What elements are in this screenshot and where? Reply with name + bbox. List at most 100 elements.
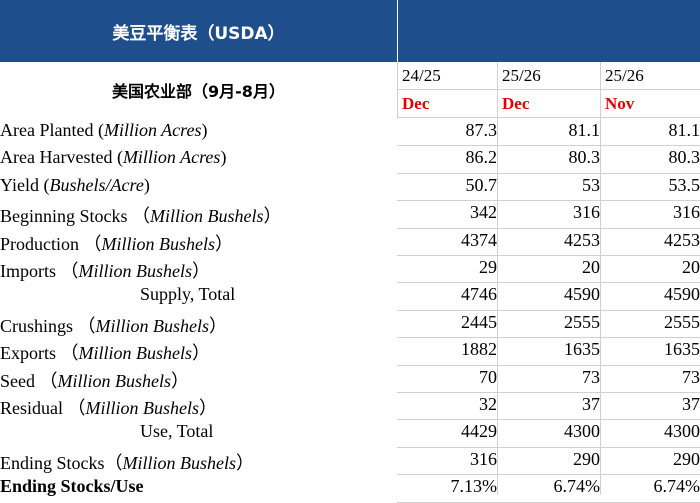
column-month: Dec xyxy=(502,94,530,113)
cell-value: 32 xyxy=(479,394,497,414)
column-year: 24/25 xyxy=(402,66,441,85)
row-label-text: Production （ xyxy=(0,233,102,254)
row-label-text: Yield ( xyxy=(0,174,50,195)
row-label-text: Ending Stocks（ xyxy=(0,452,123,473)
cell-value: 53.5 xyxy=(668,174,700,195)
cell-value: 73 xyxy=(582,366,600,387)
row-label-text: Use, Total xyxy=(140,421,214,442)
cell-value: 4746 xyxy=(461,284,497,305)
cell-value: 86.2 xyxy=(465,147,498,168)
header-divider xyxy=(397,0,398,62)
row-unit: Million Bushels xyxy=(150,206,264,227)
row-unit: Million Bushels xyxy=(78,261,193,281)
grid-line xyxy=(497,118,498,495)
row-unit-close: ） xyxy=(199,398,217,418)
column-header-1: 24/25 Dec xyxy=(397,62,497,118)
row-unit-close: ） xyxy=(192,261,210,281)
cell-value: 37 xyxy=(682,394,700,414)
row-label: Crushings （Million Bushels） xyxy=(0,312,227,338)
cell-value: 37 xyxy=(582,394,600,414)
row-grid-line xyxy=(397,419,700,421)
row-label-text: Imports （ xyxy=(0,261,79,281)
row-grid-line xyxy=(397,474,700,476)
row-label: Supply, Total xyxy=(140,284,235,305)
cell-value: 6.74% xyxy=(553,476,601,497)
header-bottom-line xyxy=(397,117,700,118)
cell-value: 290 xyxy=(573,448,600,469)
row-unit-close: ） xyxy=(263,206,282,227)
table-row: Residual （Million Bushels） 32 37 37 xyxy=(0,392,700,419)
table-row: Ending Stocks/Use 7.13% 6.74% 6.74% xyxy=(0,474,700,501)
row-label: Ending Stocks（Million Bushels） xyxy=(0,449,254,475)
cell-value: 1635 xyxy=(564,339,600,360)
row-label-text: Beginning Stocks （ xyxy=(0,206,151,227)
row-grid-line xyxy=(397,337,700,339)
table-row: Crushings （Million Bushels） 2445 2555 2555 xyxy=(0,310,700,337)
table-row: Ending Stocks（Million Bushels） 316 290 290 xyxy=(0,447,700,474)
cell-value: 316 xyxy=(573,202,600,223)
cell-value: 4590 xyxy=(664,284,700,305)
cell-value: 80.3 xyxy=(568,147,601,168)
cell-value: 342 xyxy=(470,202,497,223)
row-label: Imports （Million Bushels） xyxy=(0,257,210,283)
row-unit-close: ) xyxy=(143,174,150,195)
table-row: Supply, Total 4746 4590 4590 xyxy=(0,282,700,309)
cell-value: 290 xyxy=(673,448,700,469)
row-label: Seed （Million Bushels） xyxy=(0,367,189,393)
cell-value: 1882 xyxy=(461,339,497,360)
table-row: Area Harvested (Million Acres) 86.2 80.3 80… xyxy=(0,145,700,172)
row-unit-close: ) xyxy=(201,120,208,140)
row-grid-line xyxy=(397,227,700,229)
row-grid-line xyxy=(397,392,700,393)
cell-value: 2445 xyxy=(461,311,497,332)
cell-value: 81.1 xyxy=(668,120,700,140)
cell-value: 4253 xyxy=(564,229,600,250)
row-unit: Million Bushels xyxy=(78,343,193,364)
row-grid-line xyxy=(397,446,700,448)
column-month: Nov xyxy=(605,94,635,113)
row-grid-line xyxy=(397,172,700,174)
table-row: Beginning Stocks （Million Bushels） 342 316… xyxy=(0,200,700,227)
row-unit-close: ） xyxy=(236,452,255,473)
row-unit-close: ） xyxy=(215,233,233,254)
cell-value: 4300 xyxy=(564,421,600,442)
cell-value: 4374 xyxy=(461,229,497,250)
row-label: Ending Stocks/Use xyxy=(0,476,144,497)
row-label-text: Supply, Total xyxy=(140,284,236,305)
row-unit: Million Bushels xyxy=(57,370,172,391)
cell-value: 80.3 xyxy=(668,147,700,168)
row-label-text: Area Harvested ( xyxy=(0,147,123,168)
cell-value: 4300 xyxy=(664,421,700,442)
row-grid-line xyxy=(397,255,700,256)
cell-value: 1635 xyxy=(664,339,700,360)
cell-value: 53 xyxy=(582,174,600,195)
cell-value: 73 xyxy=(682,366,700,387)
table-row: Seed （Million Bushels） 70 73 73 xyxy=(0,365,700,392)
cell-value: 4429 xyxy=(461,421,497,442)
row-label-text: Crushings （ xyxy=(0,315,96,336)
row-grid-line xyxy=(397,309,700,311)
row-grid-line xyxy=(397,501,700,503)
column-year: 25/26 xyxy=(502,66,541,85)
row-label-text: Seed （ xyxy=(0,370,58,391)
row-label: Use, Total xyxy=(140,421,213,442)
row-label: Residual （Million Bushels） xyxy=(0,394,217,420)
table-row: Yield (Bushels/Acre) 50.7 53 53.5 xyxy=(0,173,700,200)
row-label-text: Area Planted ( xyxy=(0,120,104,140)
cell-value: 316 xyxy=(470,448,497,469)
header-mid-line xyxy=(397,89,700,90)
table-row: Area Planted (Million Acres) 87.3 81.1 81.1 xyxy=(0,118,700,145)
row-unit: Million Acres xyxy=(122,147,221,168)
row-label: Production （Million Bushels） xyxy=(0,230,233,256)
cell-value: 2555 xyxy=(564,311,600,332)
row-label: Beginning Stocks （Million Bushels） xyxy=(0,202,282,228)
table-title: 美豆平衡表（USDA） xyxy=(112,23,285,44)
row-unit: Million Acres xyxy=(103,120,202,140)
cell-value: 20 xyxy=(582,257,600,277)
column-header-3: 25/26 Nov xyxy=(600,62,700,118)
row-label: Area Planted (Million Acres) xyxy=(0,120,207,141)
cell-value: 316 xyxy=(673,202,700,223)
row-unit-close: ） xyxy=(192,343,210,364)
row-grid-line xyxy=(397,282,700,284)
